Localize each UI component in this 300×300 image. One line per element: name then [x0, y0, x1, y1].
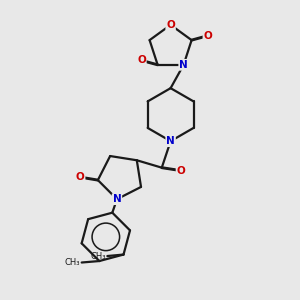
Text: O: O — [203, 31, 212, 41]
Text: CH₃: CH₃ — [65, 258, 80, 267]
Text: N: N — [166, 136, 175, 146]
Text: O: O — [137, 56, 146, 65]
Text: CH₃: CH₃ — [90, 251, 106, 260]
Text: O: O — [176, 166, 185, 176]
Text: O: O — [76, 172, 85, 182]
Text: O: O — [166, 20, 175, 30]
Text: N: N — [112, 194, 121, 204]
Text: N: N — [179, 60, 188, 70]
